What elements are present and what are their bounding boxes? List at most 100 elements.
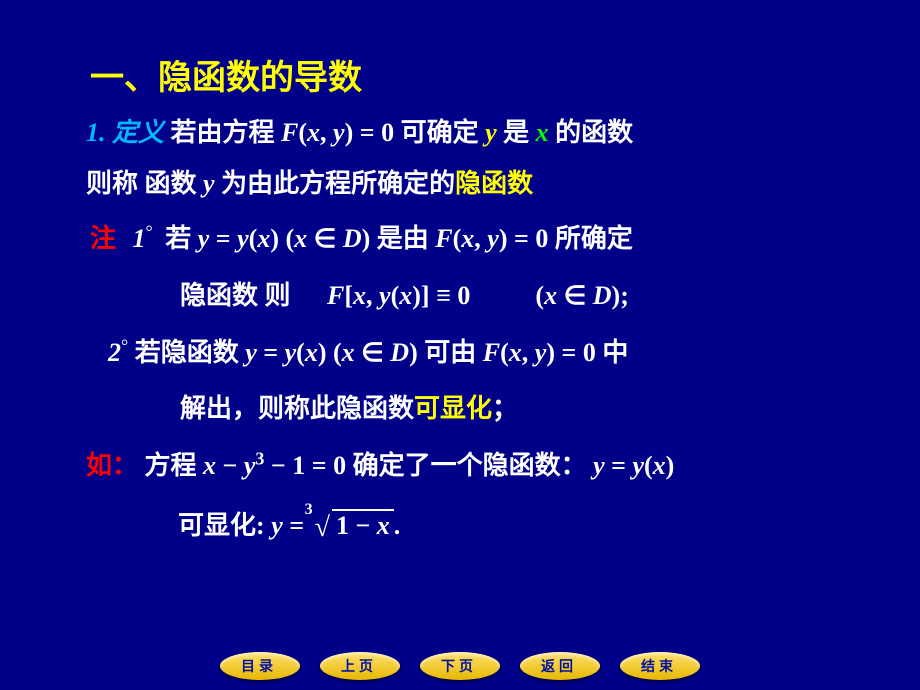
- math: x: [342, 338, 362, 367]
- math: x: [377, 511, 390, 540]
- math: F: [483, 338, 500, 367]
- text: 可由: [424, 338, 476, 367]
- math: y: [245, 338, 263, 367]
- toc-button[interactable]: 目录: [220, 652, 300, 680]
- root-index: 3: [305, 501, 313, 519]
- math: y: [285, 338, 297, 367]
- text: 若隐函数: [135, 338, 239, 367]
- math: ) (: [270, 224, 294, 253]
- math: ): [546, 338, 555, 367]
- math: x: [294, 224, 314, 253]
- math: F: [327, 281, 344, 310]
- math: ): [362, 224, 371, 253]
- highlight-implicit-function: 隐函数: [455, 169, 533, 198]
- math: −: [223, 451, 244, 480]
- math: 0: [333, 451, 346, 480]
- note-1-line-2: 隐函数 则 F[x, y(x)] ≡ 0 (x ∈ D);: [180, 275, 629, 312]
- math: 1 −: [336, 511, 377, 540]
- note-2-line-1: 2° 若隐函数 y = y(x) (x ∈ D) 可由 F(x, y) = 0 …: [108, 332, 628, 369]
- note-1-line-1: 注 1° 若 y = y(x) (x ∈ D) 是由 F(x, y) = 0 所…: [90, 218, 633, 255]
- math: y: [244, 451, 256, 480]
- colon: :: [256, 511, 271, 540]
- math: y: [271, 511, 289, 540]
- math: (: [535, 281, 544, 310]
- text: 若由方程: [171, 118, 275, 147]
- math: F: [281, 118, 298, 147]
- text: 是: [503, 118, 529, 147]
- example-line-1: 如： 方程 x − y3 − 1 = 0 确定了一个隐函数： y = y(x): [86, 445, 674, 482]
- example-label: 如：: [86, 451, 138, 480]
- text: 则称 函数: [86, 169, 197, 198]
- text: 中: [602, 338, 628, 367]
- math: =: [216, 224, 237, 253]
- definition-line-1: 1. 定义 若由方程 F(x, y) = 0 可确定 y 是 x 的函数: [86, 112, 633, 149]
- note-number: 2: [108, 338, 121, 367]
- math: x: [544, 281, 564, 310]
- cube-root: 3 √1 − x: [311, 511, 394, 544]
- end-button[interactable]: 结束: [620, 652, 700, 680]
- math: y: [593, 451, 611, 480]
- text: ；: [492, 394, 518, 423]
- math: (: [644, 451, 653, 480]
- math: (: [391, 281, 400, 310]
- math: D: [593, 281, 612, 310]
- text: 可显化: [178, 511, 256, 540]
- math: ): [409, 338, 418, 367]
- note-label: 注: [90, 224, 116, 253]
- math: −: [264, 451, 292, 480]
- text: 所确定: [555, 224, 633, 253]
- math: x: [305, 338, 318, 367]
- math: =: [312, 451, 333, 480]
- math: F: [435, 224, 452, 253]
- math: y: [237, 224, 249, 253]
- math: 1: [292, 451, 312, 480]
- math: (: [500, 338, 509, 367]
- nav-bar: 目录 上页 下页 返回 结束: [0, 652, 920, 680]
- math: x: [399, 281, 412, 310]
- text: 为由此方程所确定的: [221, 169, 455, 198]
- math: =: [611, 451, 632, 480]
- back-button[interactable]: 返回: [520, 652, 600, 680]
- next-button[interactable]: 下页: [420, 652, 500, 680]
- math: (: [453, 224, 462, 253]
- radical-icon: √: [315, 512, 330, 543]
- math: D: [343, 224, 362, 253]
- section-title: 一、隐函数的导数: [90, 50, 362, 99]
- math: ): [412, 281, 421, 310]
- math: 0: [583, 338, 596, 367]
- text: 的函数: [555, 118, 633, 147]
- math: x: [653, 451, 666, 480]
- math: x: [353, 281, 366, 310]
- period: .: [394, 511, 401, 540]
- math: ,: [320, 118, 333, 147]
- math: y: [535, 338, 547, 367]
- math: ) (: [318, 338, 342, 367]
- gap: [477, 281, 529, 310]
- note-2-line-2: 解出，则称此隐函数可显化；: [180, 388, 518, 425]
- math: =: [508, 224, 536, 253]
- math: y: [333, 118, 345, 147]
- text: 解出，则称此隐函数: [180, 394, 414, 423]
- math: x: [203, 451, 223, 480]
- math: y: [632, 451, 644, 480]
- math: 0: [535, 224, 548, 253]
- math: x: [257, 224, 270, 253]
- math: ,: [522, 338, 535, 367]
- prev-button[interactable]: 上页: [320, 652, 400, 680]
- math: ≡: [430, 281, 458, 310]
- math: 0: [381, 118, 394, 147]
- text: 隐函数 则: [180, 281, 291, 310]
- math: ): [499, 224, 508, 253]
- math: ∈: [564, 281, 593, 310]
- math: (: [296, 338, 305, 367]
- math: =: [353, 118, 381, 147]
- slide: 一、隐函数的导数 1. 定义 若由方程 F(x, y) = 0 可确定 y 是 …: [0, 0, 920, 690]
- text: 是由: [377, 224, 429, 253]
- math: ,: [366, 281, 379, 310]
- var-y: y: [479, 118, 504, 147]
- math: =: [263, 338, 284, 367]
- math: y: [487, 224, 499, 253]
- math: x: [307, 118, 320, 147]
- example-line-2: 可显化: y = 3 √1 − x .: [178, 505, 400, 544]
- math: ]: [421, 281, 430, 310]
